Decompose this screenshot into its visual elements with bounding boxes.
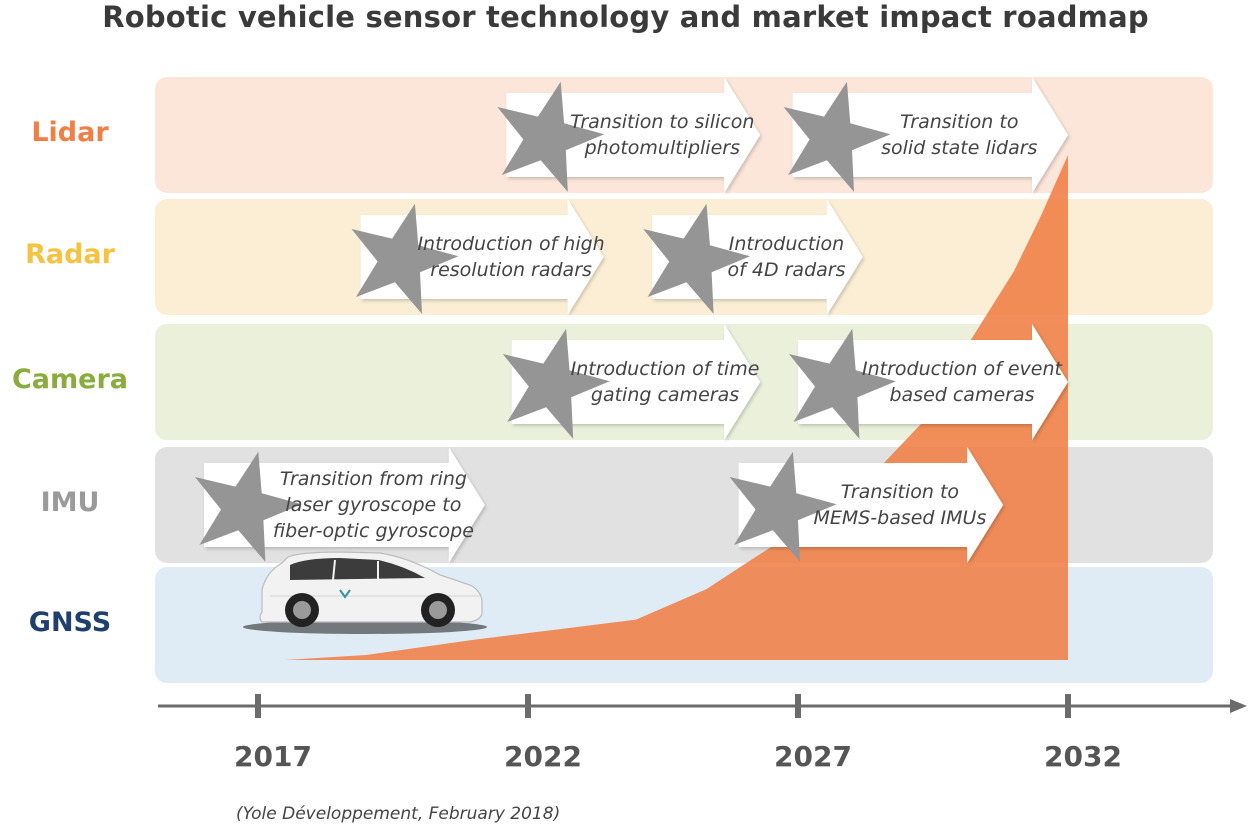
milestone-arrow xyxy=(792,77,1068,193)
milestone-text: MEMS-based IMUs xyxy=(813,507,986,529)
milestone-text: Introduction of high xyxy=(417,233,604,255)
milestone-arrow xyxy=(511,324,761,440)
milestone-imu-6: Transition from ring laser gyroscope to fi… xyxy=(195,447,485,563)
milestone-text: of 4D radars xyxy=(728,259,846,281)
star-icon xyxy=(643,203,751,314)
star-icon xyxy=(729,451,837,562)
star-icon xyxy=(497,81,605,192)
row-label-gnss: GNSS xyxy=(28,607,112,638)
milestone-lidar-1: Transition to solid state lidars xyxy=(783,77,1068,193)
milestone-text: photomultipliers xyxy=(584,137,740,159)
star-icon xyxy=(789,328,896,439)
page-title: Robotic vehicle sensor technology and ma… xyxy=(102,0,1149,34)
star-icon xyxy=(783,81,891,192)
car-image xyxy=(243,551,487,634)
milestone-text: solid state lidars xyxy=(881,137,1037,159)
year-label: 2032 xyxy=(1044,740,1122,773)
milestone-camera-5: Introduction of event based cameras xyxy=(789,324,1068,440)
milestone-text: Transition from ring xyxy=(280,468,467,490)
milestone-text: fiber-optic gyroscope xyxy=(273,520,474,542)
source-citation: (Yole Développement, February 2018) xyxy=(236,804,561,824)
milestone-camera-4: Introduction of time gating cameras xyxy=(502,324,761,440)
milestone-text: based cameras xyxy=(889,384,1034,406)
milestone-imu-7: Transition to MEMS-based IMUs xyxy=(729,447,1004,563)
year-label: 2022 xyxy=(504,740,582,773)
milestone-text: laser gyroscope to xyxy=(285,494,461,516)
star-icon xyxy=(351,203,459,314)
milestone-arrow xyxy=(738,447,1004,563)
axis-tick xyxy=(1065,694,1071,718)
row-label-radar: Radar xyxy=(25,239,115,270)
milestone-lidar-0: Transition to silicon photomultipliers xyxy=(497,77,761,193)
axis-arrowhead-icon xyxy=(1230,699,1247,713)
milestone-arrow xyxy=(798,324,1068,440)
row-label-camera: Camera xyxy=(11,364,128,395)
axis-tick xyxy=(795,694,801,718)
milestone-radar-3: Introduction of 4D radars xyxy=(643,199,863,315)
milestone-text: Transition to silicon xyxy=(570,111,754,133)
row-label-imu: IMU xyxy=(40,487,100,518)
axis-tick xyxy=(525,694,531,718)
milestone-text: resolution radars xyxy=(430,259,592,281)
star-icon xyxy=(195,451,302,562)
milestone-arrow xyxy=(204,447,485,563)
year-label: 2017 xyxy=(234,740,312,773)
milestone-text: Transition to xyxy=(841,481,959,503)
milestone-text: Introduction of time xyxy=(571,358,760,380)
milestone-arrow xyxy=(506,77,761,193)
star-icon xyxy=(502,328,610,439)
milestone-radar-2: Introduction of high resolution radars xyxy=(351,199,605,315)
milestone-text: Introduction of event xyxy=(862,358,1064,380)
row-label-lidar: Lidar xyxy=(31,117,109,148)
milestone-text: Transition to xyxy=(900,111,1018,133)
milestone-text: Introduction xyxy=(729,233,844,255)
year-label: 2027 xyxy=(774,740,852,773)
milestone-arrow xyxy=(360,199,604,315)
milestone-text: gating cameras xyxy=(591,384,739,406)
axis-tick xyxy=(255,694,261,718)
